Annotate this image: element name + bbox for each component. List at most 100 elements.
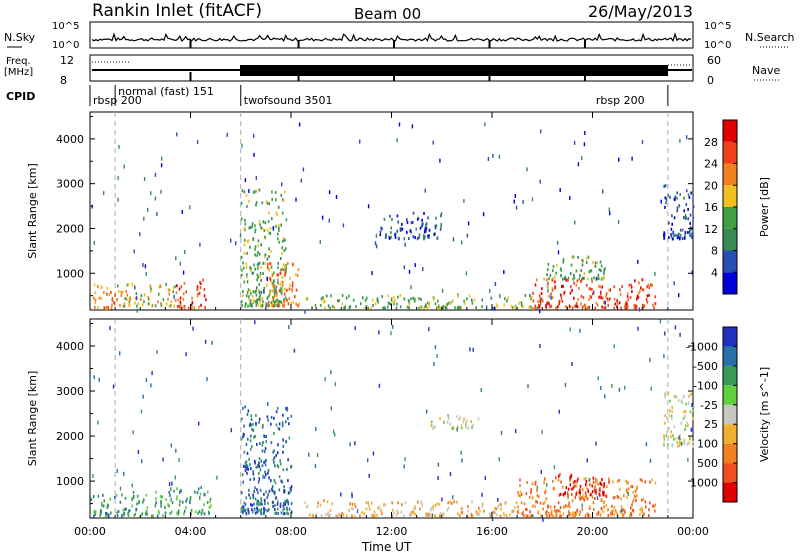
echo-cell xyxy=(268,247,270,251)
echo-cell xyxy=(579,328,581,333)
echo-cell xyxy=(167,297,169,301)
echo-cell xyxy=(575,484,578,488)
echo-cell xyxy=(630,485,632,488)
echo-cell xyxy=(456,512,459,516)
echo-cell xyxy=(246,291,249,295)
echo-cell xyxy=(613,285,616,289)
echo-cell xyxy=(688,394,690,398)
echo-cell xyxy=(132,490,135,494)
echo-cell xyxy=(254,435,256,438)
echo-cell xyxy=(176,487,178,491)
echo-cell xyxy=(253,502,255,506)
echo-cell xyxy=(166,302,168,306)
echo-cell xyxy=(294,273,297,277)
echo-cell xyxy=(571,362,573,366)
echo-cell xyxy=(247,409,250,413)
echo-cell xyxy=(377,300,379,304)
echo-cell xyxy=(587,488,589,492)
echo-cell xyxy=(554,275,556,279)
echo-cell xyxy=(414,263,416,268)
echo-cell xyxy=(514,194,516,198)
echo-cell xyxy=(514,306,517,310)
echo-cell xyxy=(297,304,299,308)
echo-cell xyxy=(176,132,178,137)
echo-cell xyxy=(244,405,246,409)
echo-cell xyxy=(280,257,282,260)
echo-cell xyxy=(649,283,652,287)
echo-cell xyxy=(690,427,692,432)
echo-cell xyxy=(668,426,670,430)
echo-cell xyxy=(260,226,262,230)
echo-cell xyxy=(463,299,465,303)
echo-cell xyxy=(633,494,636,498)
echo-cell xyxy=(503,303,505,307)
echo-cell xyxy=(427,216,429,220)
echo-cell xyxy=(267,262,269,266)
y-tick-label: 1000 xyxy=(56,475,84,488)
echo-cell xyxy=(479,509,481,513)
echo-cell xyxy=(240,506,243,510)
colorbar-tick-label: 24 xyxy=(704,158,718,171)
colorbar-frame xyxy=(722,326,738,503)
echo-cell xyxy=(261,502,263,506)
echo-cell xyxy=(561,299,564,303)
echo-cell xyxy=(250,434,252,438)
echo-cell xyxy=(267,418,269,422)
echo-cell xyxy=(540,297,543,301)
echo-cell xyxy=(354,441,356,446)
echo-cell xyxy=(537,306,540,309)
echo-cell xyxy=(305,505,308,509)
echo-cell xyxy=(240,268,243,272)
echo-cell xyxy=(286,508,289,512)
echo-cell xyxy=(128,298,131,302)
echo-cell xyxy=(599,482,602,486)
echo-cell xyxy=(135,296,137,300)
echo-cell xyxy=(609,288,612,292)
echo-cell xyxy=(245,265,248,269)
echo-cell xyxy=(196,285,199,289)
echo-cell xyxy=(588,287,591,291)
echo-cell xyxy=(543,277,545,281)
echo-cell xyxy=(290,502,293,505)
echo-cell xyxy=(372,514,374,518)
echo-cell xyxy=(492,153,494,158)
echo-cell xyxy=(451,501,453,505)
echo-cell xyxy=(668,414,671,418)
echo-cell xyxy=(435,216,437,220)
echo-cell xyxy=(625,488,628,492)
echo-cell xyxy=(684,414,687,418)
echo-cell xyxy=(600,506,603,510)
echo-cell xyxy=(546,285,549,289)
echo-cell xyxy=(463,417,465,421)
echo-cell xyxy=(579,484,582,488)
echo-cell xyxy=(517,505,519,509)
echo-cell xyxy=(611,510,613,514)
echo-cell xyxy=(258,465,261,468)
echo-cell xyxy=(562,284,564,288)
echo-cell xyxy=(397,295,399,299)
echo-cell xyxy=(408,306,410,310)
echo-cell xyxy=(243,251,246,255)
echo-cell xyxy=(667,443,669,447)
echo-cell xyxy=(266,277,268,281)
echo-cell xyxy=(465,421,467,425)
echo-cell xyxy=(603,306,605,310)
echo-cell xyxy=(483,509,485,513)
echo-cell xyxy=(252,470,254,474)
echo-cell xyxy=(588,477,590,482)
echo-cell xyxy=(124,496,127,500)
echo-cell xyxy=(111,298,114,302)
echo-cell xyxy=(530,491,532,495)
echo-cell xyxy=(268,289,271,293)
echo-cell xyxy=(149,289,152,293)
echo-cell xyxy=(263,498,266,502)
echo-cell xyxy=(676,209,679,213)
echo-cell xyxy=(182,297,185,301)
echo-cell xyxy=(425,512,427,516)
echo-cell xyxy=(668,236,670,240)
echo-cell xyxy=(605,292,608,296)
echo-cell xyxy=(589,506,591,510)
echo-cell xyxy=(102,504,105,508)
echo-cell xyxy=(678,444,681,448)
echo-cell xyxy=(546,273,548,277)
